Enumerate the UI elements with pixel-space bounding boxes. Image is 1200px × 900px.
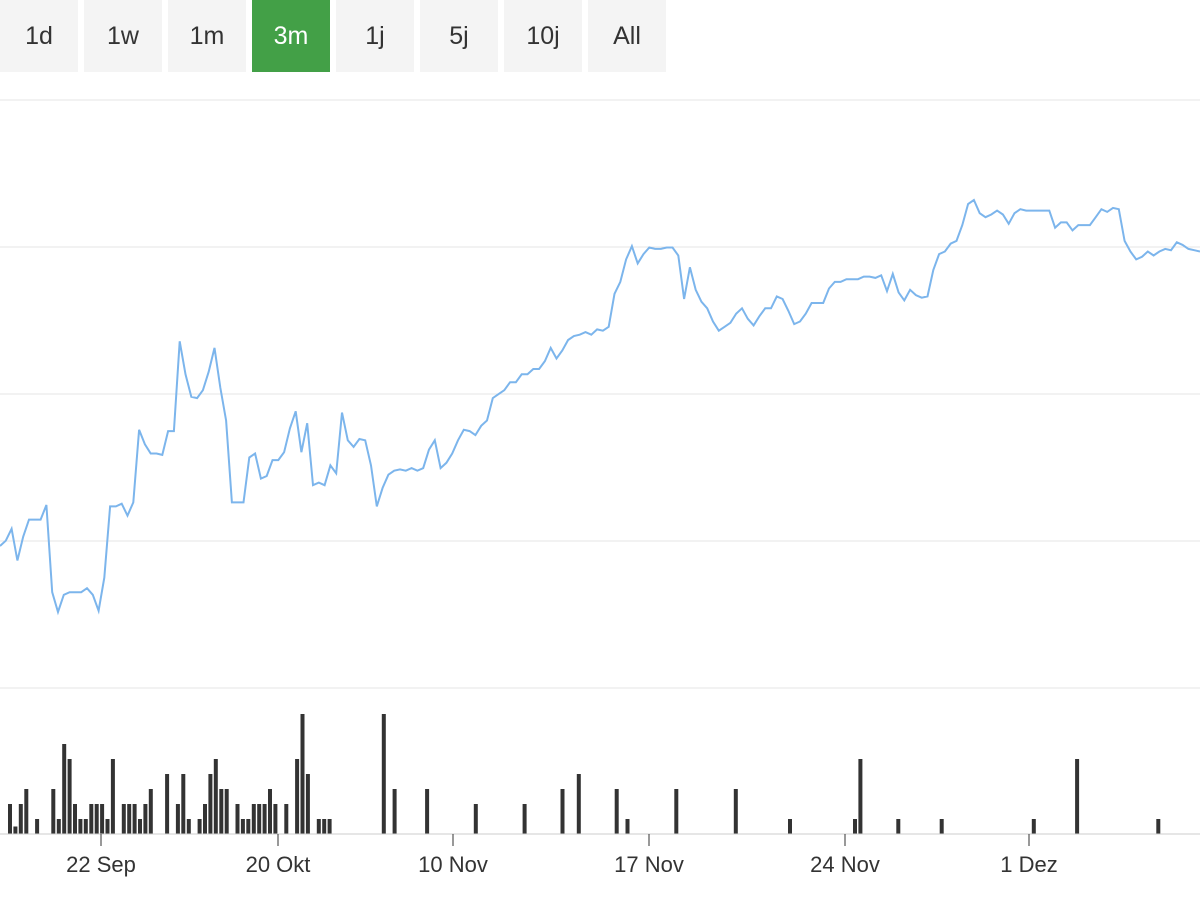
volume-bar	[35, 819, 40, 834]
volume-bar	[257, 804, 262, 834]
range-button-5j[interactable]: 5j	[420, 0, 498, 72]
x-tick-label: 17 Nov	[614, 852, 684, 877]
x-axis-ticks: 22 Sep 20 Okt 10 Nov 17 Nov 24 Nov 1 Dez	[66, 834, 1058, 877]
volume-bar	[127, 804, 132, 834]
volume-bar	[327, 819, 332, 834]
volume-bar	[165, 774, 170, 834]
volume-bar	[197, 819, 202, 834]
volume-bar	[262, 804, 267, 834]
volume-bar	[89, 804, 94, 834]
range-button-10j[interactable]: 10j	[504, 0, 582, 72]
volume-bar	[110, 759, 115, 834]
x-tick-label: 1 Dez	[1000, 852, 1057, 877]
volume-bar	[896, 819, 901, 834]
volume-bar	[268, 789, 272, 834]
volume-bar	[13, 826, 18, 834]
volume-bar	[94, 804, 99, 834]
volume-bar	[213, 759, 218, 834]
volume-bar	[73, 804, 77, 834]
volume-bar	[473, 804, 478, 834]
range-button-1d[interactable]: 1d	[0, 0, 78, 72]
range-button-1j[interactable]: 1j	[336, 0, 414, 72]
volume-bars	[8, 714, 1161, 834]
volume-bar	[251, 804, 256, 834]
volume-bar	[322, 819, 327, 834]
volume-bar	[284, 804, 289, 834]
volume-bar	[858, 759, 863, 834]
volume-bar	[62, 744, 67, 834]
volume-bar	[138, 819, 142, 834]
volume-bar	[614, 789, 619, 834]
volume-bar	[240, 819, 245, 834]
volume-bar	[939, 819, 944, 834]
x-tick-label: 24 Nov	[810, 852, 880, 877]
volume-bar	[148, 789, 153, 834]
volume-bar	[51, 789, 56, 834]
volume-bar	[853, 819, 857, 834]
volume-bar	[316, 819, 321, 834]
range-button-1m[interactable]: 1m	[168, 0, 246, 72]
volume-bar	[381, 714, 386, 834]
time-range-selector: 1d 1w 1m 3m 1j 5j 10j All	[0, 0, 672, 72]
x-tick-label: 10 Nov	[418, 852, 488, 877]
volume-bar	[203, 804, 207, 834]
range-button-1w[interactable]: 1w	[84, 0, 162, 72]
volume-bar	[18, 804, 23, 834]
volume-bar	[674, 789, 679, 834]
volume-bar	[788, 819, 792, 834]
volume-bar	[295, 759, 300, 834]
volume-bar	[224, 789, 229, 834]
volume-bar	[67, 759, 72, 834]
volume-bar	[305, 774, 310, 834]
volume-bar	[1156, 819, 1161, 834]
volume-bar	[392, 789, 397, 834]
volume-bar	[105, 819, 110, 834]
volume-bar	[625, 819, 630, 834]
volume-bar	[273, 804, 278, 834]
volume-bar	[175, 804, 180, 834]
volume-bar	[733, 789, 738, 834]
volume-bar	[24, 789, 29, 834]
volume-bar	[78, 819, 83, 834]
volume-bar	[121, 804, 126, 834]
chart-gridlines	[0, 99, 1200, 689]
volume-bar	[522, 804, 527, 834]
volume-bar	[576, 774, 581, 834]
range-button-all[interactable]: All	[588, 0, 666, 72]
volume-bar	[143, 804, 148, 834]
volume-bar	[425, 789, 430, 834]
volume-bar	[235, 804, 240, 834]
x-tick-label: 22 Sep	[66, 852, 136, 877]
volume-bar	[56, 819, 61, 834]
volume-bar	[83, 819, 88, 834]
volume-bar	[560, 789, 565, 834]
volume-bar	[181, 774, 186, 834]
volume-bar	[132, 804, 137, 834]
volume-bar	[1075, 759, 1080, 834]
range-button-3m[interactable]: 3m	[252, 0, 330, 72]
x-tick-label: 20 Okt	[246, 852, 311, 877]
volume-bar	[246, 819, 251, 834]
volume-bar	[208, 774, 213, 834]
volume-bar	[219, 789, 224, 834]
volume-bar	[300, 714, 305, 834]
volume-bar	[8, 804, 12, 834]
price-line	[0, 198, 1200, 616]
volume-bar	[100, 804, 105, 834]
volume-bar	[186, 819, 191, 834]
volume-bar	[1031, 819, 1036, 834]
